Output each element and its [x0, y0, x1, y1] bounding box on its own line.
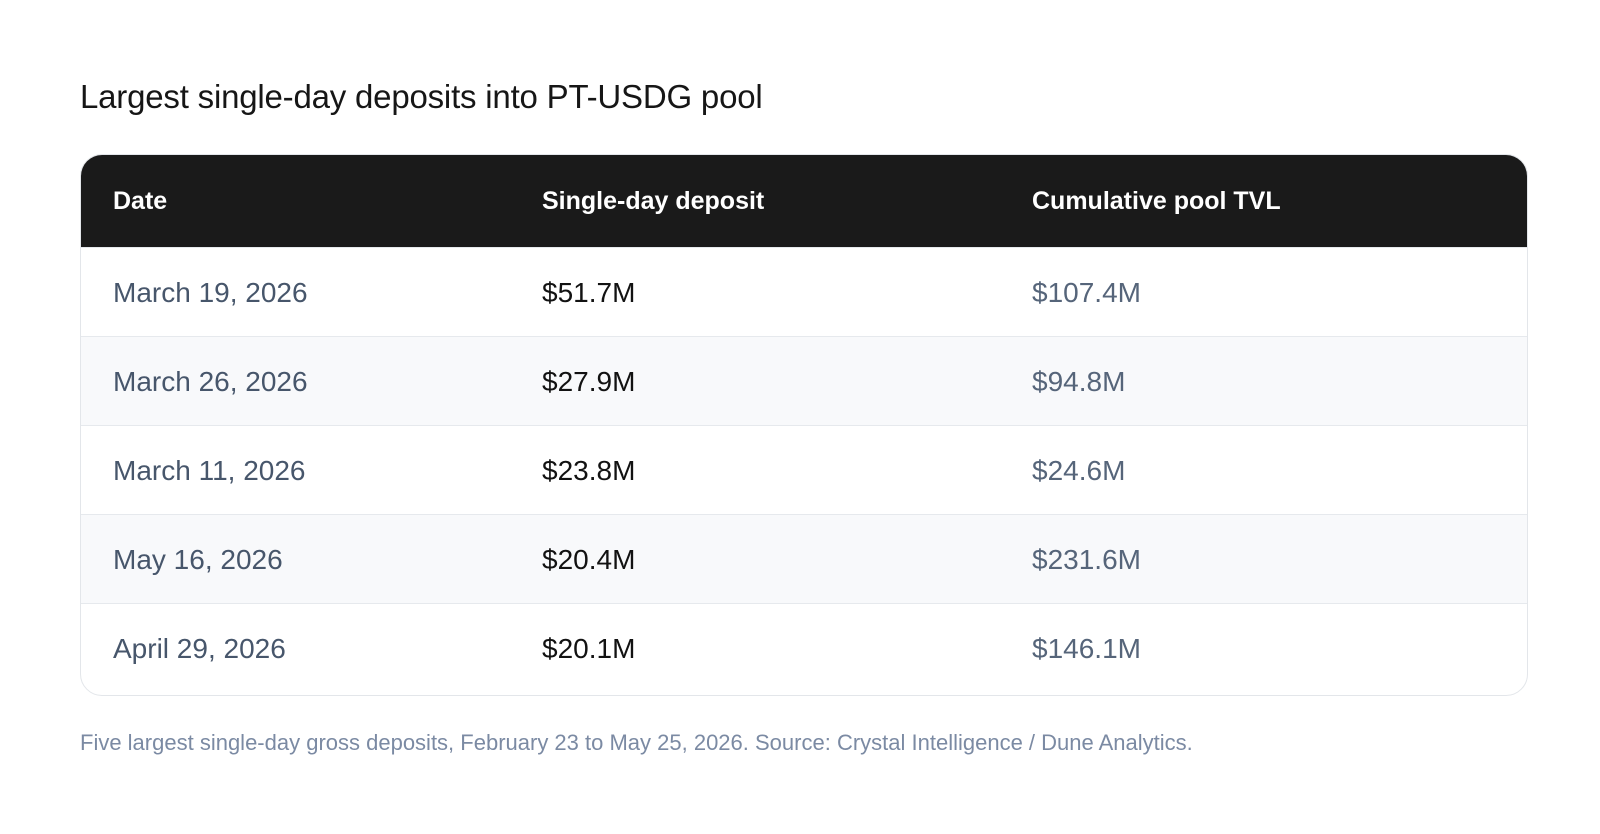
cell-cumulative-pool-tvl: $107.4M: [1032, 277, 1141, 308]
deposits-table: Date Single-day deposit Cumulative pool …: [80, 154, 1528, 696]
table-row: April 29, 2026 $20.1M $146.1M: [81, 603, 1527, 692]
table-row: May 16, 2026 $20.4M $231.6M: [81, 514, 1527, 603]
table-row: March 19, 2026 $51.7M $107.4M: [81, 247, 1527, 336]
cell-cumulative-pool-tvl: $94.8M: [1032, 366, 1126, 397]
cell-date: March 26, 2026: [113, 366, 308, 397]
page-title: Largest single-day deposits into PT-USDG…: [80, 78, 763, 115]
table-row: March 26, 2026 $27.9M $94.8M: [81, 336, 1527, 425]
column-header-cumulative-pool-tvl: Cumulative pool TVL: [1032, 187, 1281, 215]
table-row: March 11, 2026 $23.8M $24.6M: [81, 425, 1527, 514]
table-header: Date Single-day deposit Cumulative pool …: [81, 155, 1527, 247]
cell-single-day-deposit: $27.9M: [542, 366, 636, 397]
cell-single-day-deposit: $20.1M: [542, 633, 636, 664]
column-header-single-day-deposit: Single-day deposit: [542, 187, 765, 215]
cell-single-day-deposit: $20.4M: [542, 544, 636, 575]
column-header-date: Date: [113, 187, 168, 215]
cell-date: March 19, 2026: [113, 277, 308, 308]
cell-date: March 11, 2026: [113, 455, 306, 486]
cell-single-day-deposit: $51.7M: [542, 277, 636, 308]
cell-single-day-deposit: $23.8M: [542, 455, 636, 486]
source-caption: Five largest single-day gross deposits, …: [80, 730, 1193, 755]
cell-date: May 16, 2026: [113, 544, 283, 575]
cell-date: April 29, 2026: [113, 633, 286, 664]
cell-cumulative-pool-tvl: $24.6M: [1032, 455, 1126, 486]
cell-cumulative-pool-tvl: $231.6M: [1032, 544, 1141, 575]
cell-cumulative-pool-tvl: $146.1M: [1032, 633, 1141, 664]
